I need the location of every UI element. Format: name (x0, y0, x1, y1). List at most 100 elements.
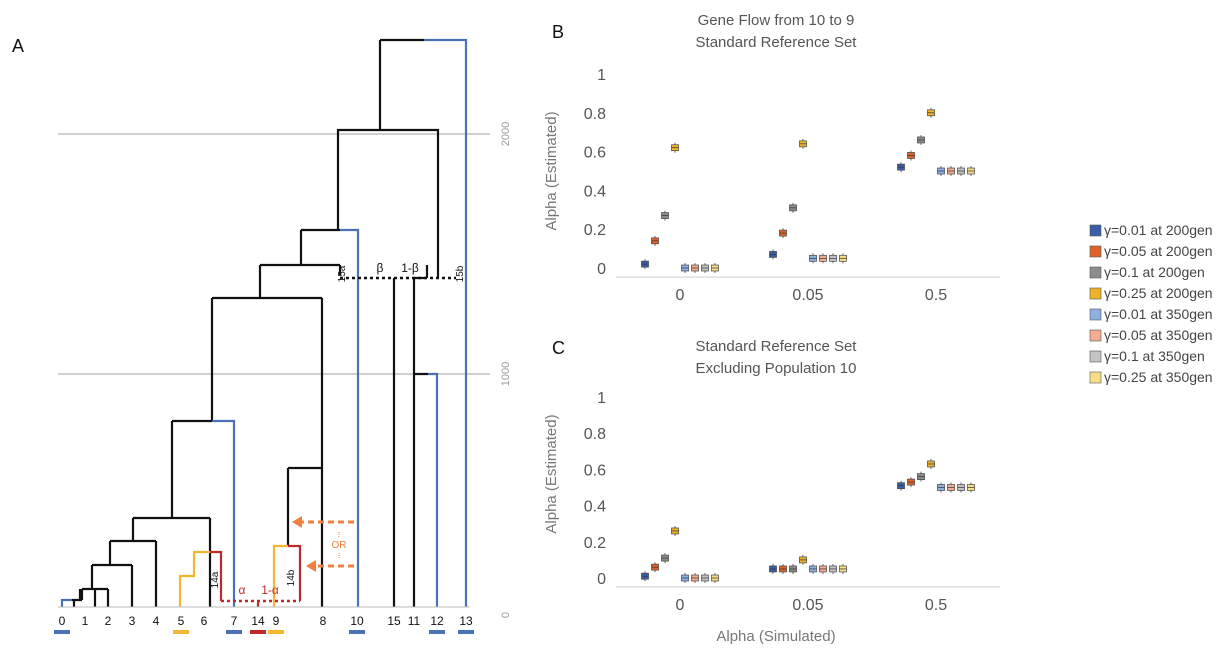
time-tick-1000: 1000 (500, 362, 512, 386)
tree-branches-yellow (178, 544, 288, 607)
legend-label: γ=0.1 at 200gen (1104, 264, 1205, 280)
legend-label: γ=0.05 at 200gen (1104, 243, 1213, 259)
node-15b-label: 15b (455, 265, 466, 282)
node-15a-label: 15a (337, 265, 348, 282)
node-14a-label: 14a (210, 571, 221, 588)
leaf-label: 2 (105, 614, 112, 628)
leaf-label: 10 (350, 614, 364, 628)
legend-swatch (1089, 224, 1102, 237)
leaf-marker (349, 630, 365, 634)
legend-label: γ=0.01 at 200gen (1104, 222, 1213, 238)
leaf-marker (54, 630, 70, 634)
panel-label-a: A (12, 36, 24, 56)
leaf-label: 12 (430, 614, 444, 628)
legend-label: γ=0.1 at 350gen (1104, 348, 1205, 364)
time-tick-0: 0 (500, 612, 512, 618)
chart-xlabel: Alpha (Simulated) (716, 628, 835, 645)
chart-b-ylabel: Alpha (Estimated) (543, 111, 560, 230)
arrow-upper-head (292, 516, 302, 528)
leaf-marker (173, 630, 189, 634)
legend-swatch (1089, 308, 1102, 321)
legend-swatch (1089, 245, 1102, 258)
branch-node-230 (299, 228, 340, 265)
legend-swatch (1089, 371, 1102, 384)
branch-yellow-5 (178, 550, 210, 607)
y-tick-label: 0 (597, 261, 606, 278)
y-tick-label: 0.4 (584, 499, 606, 516)
one-minus-alpha-label: 1-α (261, 583, 279, 597)
leaf-label: 4 (153, 614, 160, 628)
branch-node-298 (210, 296, 324, 421)
panel-label-c: C (552, 338, 565, 358)
leaf-label: 11 (408, 614, 421, 628)
x-tick-label: 0.5 (925, 597, 947, 614)
one-minus-beta-label: 1-β (401, 261, 419, 275)
x-tick-label: 0 (676, 287, 685, 304)
chart-b-plot: 0 0.2 0.4 0.6 0.8 1 0 0.05 0.5 (584, 67, 1000, 304)
x-tick-label: 0 (676, 597, 685, 614)
node-14b-label: 14b (286, 569, 297, 586)
chart-b-title-line2: Standard Reference Set (696, 34, 858, 51)
chart-c-plot: 0 0.2 0.4 0.6 0.8 1 0 0.05 0.5 (584, 390, 1000, 614)
y-tick-label: 0.6 (584, 145, 606, 162)
leaf-label: 15 (387, 614, 401, 628)
panel-label-b: B (552, 22, 564, 42)
panel-b-chart: B Gene Flow from 10 to 9 Standard Refere… (543, 12, 1000, 304)
alpha-label: α (239, 583, 246, 597)
y-tick-label: 1 (597, 390, 606, 407)
leaf-label: 7 (231, 614, 238, 628)
leaf-label: 5 (178, 614, 185, 628)
leaf-label: 13 (459, 614, 473, 628)
branch-yellow-9 (272, 544, 288, 607)
leaf-label: 1 (82, 614, 89, 628)
y-tick-label: 0.4 (584, 183, 606, 200)
legend-label: γ=0.01 at 350gen (1104, 306, 1213, 322)
branch-blue-13 (424, 38, 468, 607)
x-tick-label: 0.05 (792, 287, 823, 304)
legend: γ=0.01 at 200gen γ=0.05 at 200gen γ=0.1 at… (1089, 222, 1213, 385)
leaf-label: 8 (320, 614, 327, 628)
legend-swatch (1089, 329, 1102, 342)
y-tick-label: 0.6 (584, 462, 606, 479)
branch-blue-10 (340, 228, 360, 607)
leaf-label: 0 (59, 614, 66, 628)
chart-c-title-line1: Standard Reference Set (696, 338, 858, 355)
beta-label: β (377, 261, 384, 275)
branch-red-14b (288, 544, 302, 601)
branch-root (378, 38, 424, 130)
leaf-label: 3 (129, 614, 136, 628)
arrow-lower-head (306, 560, 316, 572)
branch-5-6 (131, 516, 212, 607)
branch-blue-0 (60, 598, 72, 607)
legend-label: γ=0.05 at 350gen (1104, 327, 1213, 343)
leaf-marker (458, 630, 474, 634)
leaf-label: 6 (201, 614, 208, 628)
x-tick-label: 0.5 (925, 287, 947, 304)
y-tick-label: 0.8 (584, 426, 606, 443)
chart-c-title-line2: Excluding Population 10 (696, 360, 857, 377)
branch-3 (90, 563, 134, 607)
y-tick-label: 0.2 (584, 222, 606, 239)
tree-branches-blue (60, 38, 468, 607)
chart-c-ylabel: Alpha (Estimated) (543, 414, 560, 533)
y-tick-label: 0 (597, 571, 606, 588)
leaf-marker (268, 630, 284, 634)
leaf-labels: 0 1 2 3 4 5 6 7 14 9 8 10 15 11 12 13 (54, 614, 474, 634)
x-tick-label: 0.05 (792, 597, 823, 614)
y-tick-label: 0.2 (584, 535, 606, 552)
branch-11 (412, 265, 429, 607)
panel-a-tree: A 2000 1000 0 (12, 36, 512, 634)
gene-flow-arrows: OR (292, 516, 354, 572)
y-tick-label: 1 (597, 67, 606, 84)
branch-0-1-2 (72, 587, 110, 607)
branch-node-265 (258, 263, 342, 298)
leaf-marker (429, 630, 445, 634)
or-label: OR (332, 540, 347, 551)
time-tick-2000: 2000 (500, 122, 512, 146)
branch-8 (288, 374, 324, 607)
branch-blue-7 (212, 419, 236, 607)
branch-blue-12 (428, 372, 439, 607)
panel-c-chart: C Standard Reference Set Excluding Popul… (543, 338, 1000, 645)
leaf-label: 9 (273, 614, 280, 628)
